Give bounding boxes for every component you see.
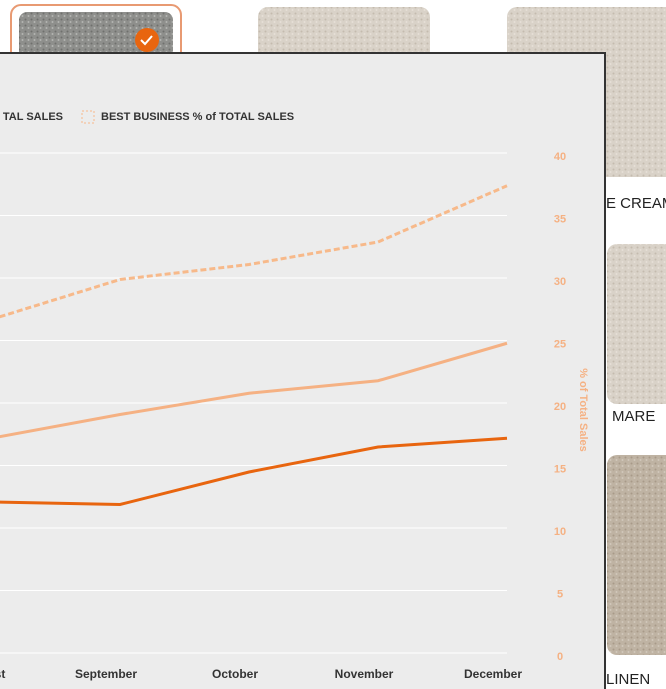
legend-label: TAL SALES <box>3 111 63 123</box>
y-tick-label: 40 <box>554 151 566 163</box>
y-tick-label: 20 <box>554 401 566 413</box>
x-tick-label: October <box>212 667 258 681</box>
swatch[interactable] <box>607 455 666 655</box>
check-mark <box>140 35 153 46</box>
y-axis-title: % of Total Sales <box>577 368 589 452</box>
check-icon <box>135 28 159 52</box>
series-line <box>0 184 508 319</box>
swatch-label: LINEN <box>606 671 650 688</box>
x-tick-label: November <box>335 667 394 681</box>
x-tick-label: December <box>464 667 522 681</box>
y-tick-label: 5 <box>557 588 563 600</box>
y-tick-label: 30 <box>554 276 566 288</box>
y-tick-label: 0 <box>557 651 563 663</box>
y-tick-label: 15 <box>554 463 566 475</box>
swatch[interactable] <box>607 244 666 404</box>
legend-swatch <box>81 110 95 124</box>
chart-panel <box>0 52 606 689</box>
chart: 0 5 10 15 20 25 30 35 40 % of Total Sales st Septem… <box>0 110 589 681</box>
x-tick-label: September <box>75 667 137 681</box>
legend-label: BEST BUSINESS % of TOTAL SALES <box>101 111 294 123</box>
y-tick-label: 10 <box>554 526 566 538</box>
series-line <box>0 436 508 507</box>
swatch-label: MARE <box>612 408 655 425</box>
swatch[interactable] <box>19 12 173 62</box>
series-line <box>0 341 508 439</box>
y-tick-label: 35 <box>554 213 566 225</box>
x-tick-label: st <box>0 667 5 681</box>
y-tick-label: 25 <box>554 338 566 350</box>
